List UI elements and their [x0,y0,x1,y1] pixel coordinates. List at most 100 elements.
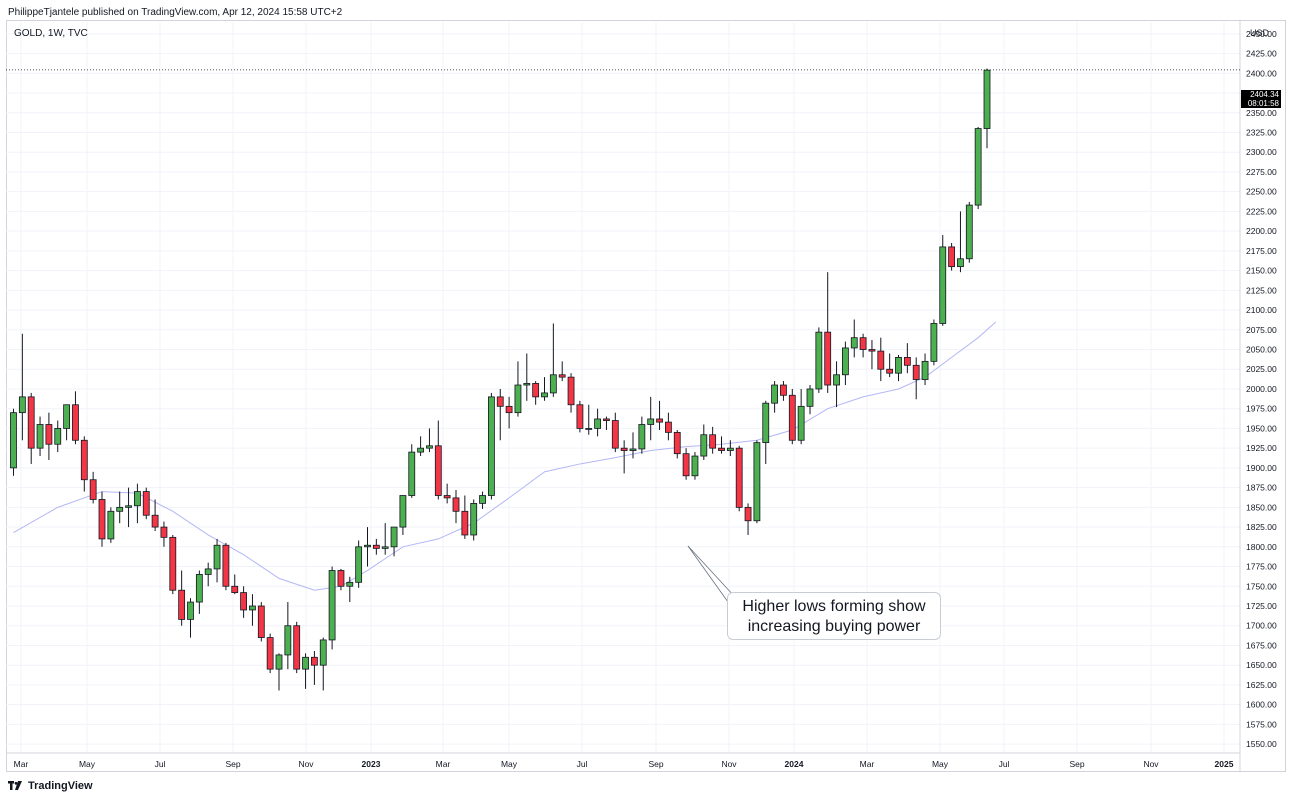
candle[interactable] [532,381,540,405]
candle[interactable] [284,602,292,670]
candle[interactable] [983,68,991,149]
candle[interactable] [611,412,619,453]
candle[interactable] [293,621,301,674]
candle[interactable] [505,396,513,429]
candle[interactable] [487,392,495,500]
candle[interactable] [372,538,380,555]
candle[interactable] [850,319,858,358]
candle[interactable] [691,452,699,480]
candle[interactable] [788,388,796,445]
candle[interactable] [620,440,628,474]
candle[interactable] [603,416,610,431]
candle[interactable] [187,598,194,638]
candle[interactable] [10,408,17,476]
candle[interactable] [523,353,531,401]
candle[interactable] [116,491,124,524]
candle[interactable] [629,432,637,459]
candle[interactable] [417,436,425,457]
candle[interactable] [302,653,309,689]
candle[interactable] [461,495,469,539]
candle[interactable] [957,211,964,273]
candle[interactable] [567,373,575,413]
candle[interactable] [337,568,345,591]
candle[interactable] [364,527,371,567]
candle[interactable] [726,440,734,457]
candle[interactable] [54,420,62,453]
candle[interactable] [452,489,460,524]
candle[interactable] [178,570,186,626]
candle[interactable] [549,323,557,397]
candle[interactable] [833,361,840,408]
candle[interactable] [151,499,159,532]
candle[interactable] [797,388,805,445]
candle[interactable] [328,566,336,650]
candle[interactable] [319,637,327,691]
tradingview-logo[interactable]: TradingView [8,778,93,794]
candle[interactable] [133,483,141,524]
candle[interactable] [249,594,256,626]
candle[interactable] [346,576,354,603]
candle[interactable] [408,444,416,498]
candle[interactable] [558,361,566,382]
candle[interactable] [266,633,274,674]
currency-label[interactable]: USD [1250,28,1270,38]
candle[interactable] [390,526,398,557]
candle[interactable] [656,400,663,431]
candle[interactable] [496,388,504,441]
candle[interactable] [673,430,681,459]
candle[interactable] [443,483,451,504]
candle[interactable] [310,650,318,685]
candle[interactable] [912,357,920,400]
candle[interactable] [859,333,867,358]
candle[interactable] [107,507,115,543]
candle[interactable] [594,408,601,437]
candle[interactable] [771,381,778,413]
candle[interactable] [142,487,150,520]
candle[interactable] [700,424,708,460]
candle[interactable] [762,400,770,464]
candle[interactable] [868,340,876,370]
candle[interactable] [426,428,433,453]
candle[interactable] [89,471,97,504]
candle[interactable] [240,586,248,618]
candle[interactable] [434,420,442,500]
candle[interactable] [806,385,814,415]
candle[interactable] [195,570,203,614]
candle[interactable] [98,491,106,547]
candle[interactable] [824,272,832,393]
candle[interactable] [541,377,548,401]
candle[interactable] [665,412,672,441]
candle[interactable] [638,416,646,454]
candle[interactable] [877,337,885,382]
candle[interactable] [514,361,522,417]
candle[interactable] [355,540,363,588]
candle[interactable] [815,327,823,393]
candle[interactable] [682,448,690,480]
candle[interactable] [470,499,478,541]
candle[interactable] [27,392,35,464]
candle[interactable] [965,201,973,263]
candle[interactable] [257,602,265,642]
candle[interactable] [939,235,947,326]
candle[interactable] [399,495,407,535]
candle[interactable] [974,126,982,210]
candle[interactable] [125,487,132,528]
candle[interactable] [886,353,894,378]
candle[interactable] [921,353,929,386]
candle[interactable] [36,416,44,457]
candle[interactable] [204,562,212,587]
candle[interactable] [948,242,955,271]
candle[interactable] [585,404,593,435]
candle[interactable] [169,534,177,595]
candle[interactable] [381,523,389,555]
candle[interactable] [895,355,902,382]
candle[interactable] [718,436,725,454]
candle[interactable] [213,538,221,583]
candle[interactable] [275,653,283,691]
candle[interactable] [18,333,26,441]
candle[interactable] [576,400,584,433]
candle[interactable] [80,436,88,492]
candle[interactable] [930,319,938,366]
candle[interactable] [709,426,717,454]
